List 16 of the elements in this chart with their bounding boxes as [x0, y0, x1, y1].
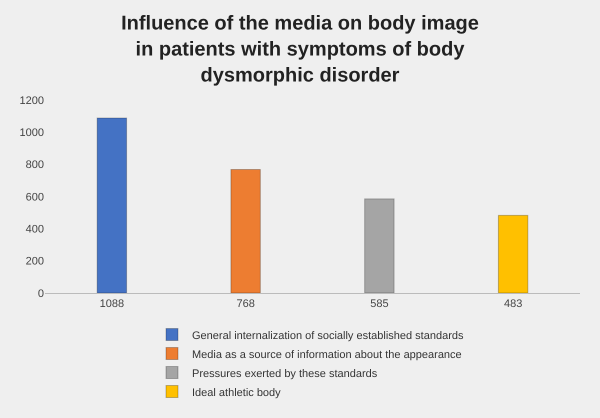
legend-label: Ideal athletic body: [192, 386, 282, 399]
y-tick-label: 200: [26, 256, 44, 268]
y-tick-label: 600: [26, 191, 44, 204]
x-tick-label: 483: [504, 298, 522, 310]
x-tick-label: 585: [370, 298, 389, 310]
y-tick-label: 0: [38, 288, 44, 300]
legend-label: Media as a source of information about the appearance: [192, 348, 462, 361]
y-tick-label: 400: [26, 224, 44, 236]
chart-title: Influence of the media on body image in patients with symptoms of body dysmorphic disorder: [121, 12, 479, 86]
x-tick-label: 768: [236, 298, 255, 310]
y-tick-label: 1000: [20, 127, 44, 140]
y-tick-label: 1200: [20, 94, 44, 107]
y-tick-label: 800: [26, 159, 44, 172]
legend-label: General internalization of socially established standards: [192, 330, 464, 342]
x-tick-label: 1088: [100, 298, 124, 310]
legend-label: Pressures exerted by these standards: [192, 368, 378, 380]
